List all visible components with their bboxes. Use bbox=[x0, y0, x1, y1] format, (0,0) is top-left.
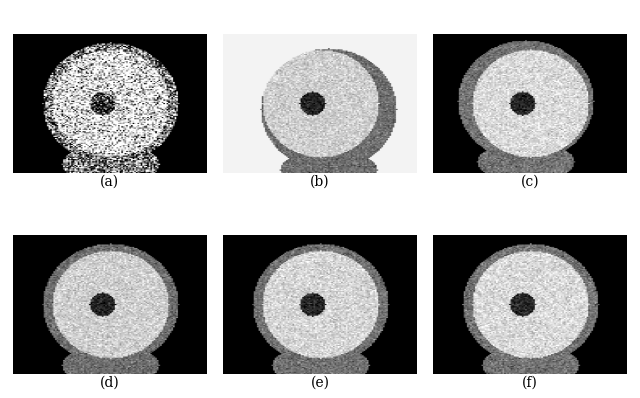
Text: (b): (b) bbox=[310, 175, 330, 189]
Text: (f): (f) bbox=[522, 376, 538, 390]
Text: (e): (e) bbox=[310, 376, 330, 390]
Text: (d): (d) bbox=[100, 376, 120, 390]
Text: (c): (c) bbox=[521, 175, 540, 189]
Text: (a): (a) bbox=[100, 175, 119, 189]
